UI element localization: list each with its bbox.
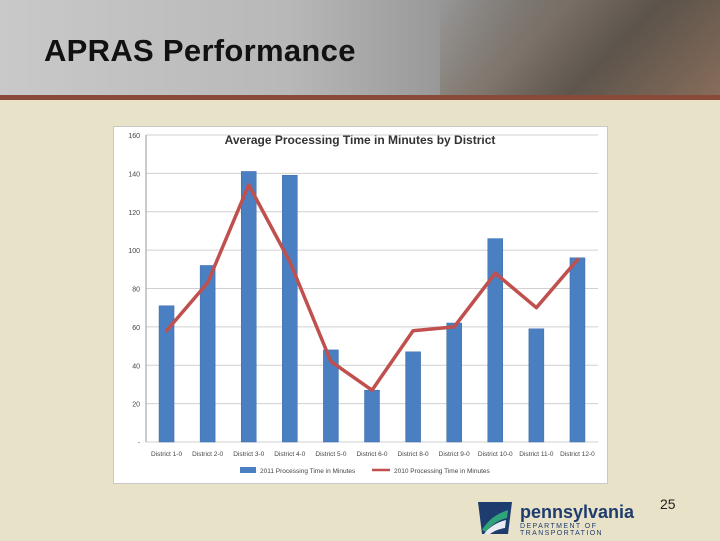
y-tick-label: 60 xyxy=(132,325,140,332)
bar xyxy=(446,322,462,443)
bar xyxy=(487,238,504,443)
legend-label: 2011 Processing Time in Minutes xyxy=(260,468,356,475)
x-tick-label: District 10-0 xyxy=(478,451,513,458)
x-tick-label: District 1-0 xyxy=(151,451,182,458)
y-tick-label: 40 xyxy=(132,363,140,370)
y-tick-label: 80 xyxy=(132,287,140,294)
header-rock-image xyxy=(440,0,720,95)
header-divider xyxy=(0,95,720,100)
x-tick-label: District 8-0 xyxy=(398,451,429,458)
bar xyxy=(364,389,380,443)
y-tick-label: 120 xyxy=(128,210,140,217)
header-banner xyxy=(0,0,720,95)
x-tick-label: District 9-0 xyxy=(439,451,470,458)
series-line xyxy=(164,183,580,392)
slide-title: APRAS Performance xyxy=(44,33,356,68)
logo-wordmark: pennsylvania xyxy=(520,502,635,522)
bar xyxy=(199,265,216,443)
y-tick-label: 140 xyxy=(128,171,140,178)
bar xyxy=(240,171,257,443)
bar xyxy=(405,351,421,443)
bar xyxy=(569,257,586,443)
penndot-logo: pennsylvania DEPARTMENT OF TRANSPORTATIO… xyxy=(474,500,674,537)
bar xyxy=(158,305,175,443)
legend-swatch-bar xyxy=(240,467,256,473)
chart-frame: Average Processing Time in Minutes by Di… xyxy=(113,126,608,484)
legend-label: 2010 Processing Time in Minutes xyxy=(394,468,490,475)
y-tick-label: 100 xyxy=(128,248,140,255)
chart-title: Average Processing Time in Minutes by Di… xyxy=(225,133,496,147)
y-tick-label: 160 xyxy=(128,133,140,140)
x-tick-label: District 11-0 xyxy=(519,451,554,458)
logo-subtitle: DEPARTMENT OF TRANSPORTATION xyxy=(520,523,603,537)
page-number: 25 xyxy=(660,496,676,512)
x-tick-label: District 12-0 xyxy=(560,451,595,458)
bar-line-chart: Average Processing Time in Minutes by Di… xyxy=(128,133,598,475)
x-tick-label: District 2-0 xyxy=(192,451,223,458)
keystone-icon xyxy=(478,502,512,534)
x-tick-label: District 6-0 xyxy=(356,451,387,458)
x-tick-label: District 5-0 xyxy=(315,451,346,458)
y-tick-label: - xyxy=(138,440,141,447)
bar xyxy=(282,175,298,443)
x-tick-label: District 3-0 xyxy=(233,451,264,458)
bar xyxy=(528,328,545,443)
bar xyxy=(323,349,339,443)
y-tick-label: 20 xyxy=(132,402,140,409)
x-tick-label: District 4-0 xyxy=(274,451,305,458)
